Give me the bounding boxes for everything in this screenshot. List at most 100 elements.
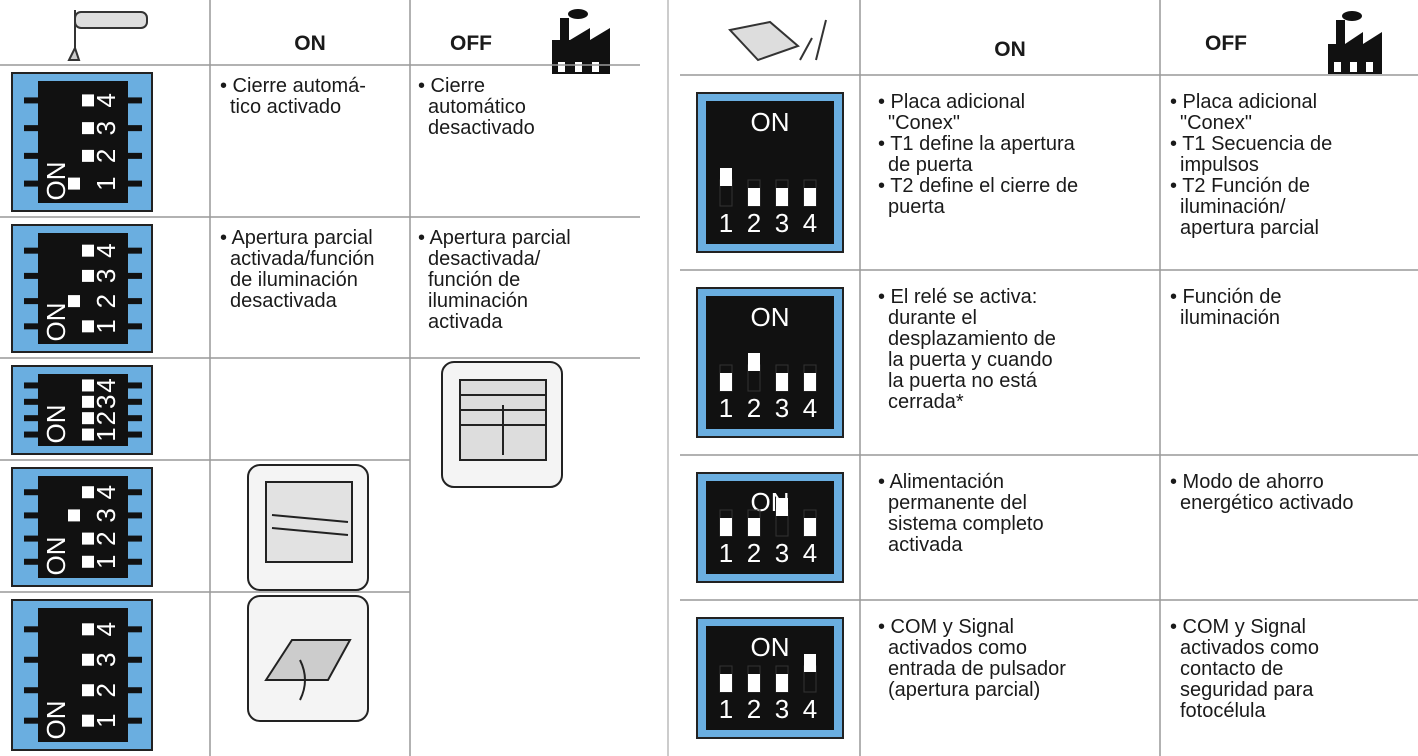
dip-lever	[82, 149, 94, 162]
dip-on-label: ON	[41, 162, 71, 201]
dip-lever	[748, 353, 760, 371]
dip-lever	[82, 94, 94, 107]
dip-number: 3	[775, 208, 789, 238]
dip-lever	[68, 295, 80, 308]
dip-number: 4	[803, 694, 817, 724]
cell-text: • Alimentación	[878, 471, 1004, 493]
dip-switch: 1 2 3 4 ON	[11, 224, 153, 353]
cell-text: apertura parcial	[1180, 217, 1319, 239]
dip-number: 1	[91, 713, 121, 727]
cell-text: • Placa adicional	[878, 91, 1025, 113]
cell-text: activados como	[1180, 637, 1319, 659]
dip-pin	[24, 558, 38, 565]
dip-pin	[128, 247, 142, 254]
dip-switch: ON1 2 3 4	[696, 472, 844, 583]
dip-lever	[776, 373, 788, 391]
dip-pin	[24, 180, 38, 187]
cell-text: • Apertura parcial	[418, 227, 571, 249]
dip-pin	[128, 125, 142, 132]
dip-lever	[804, 518, 816, 536]
dip-switch: ON1 2 3 4	[696, 92, 844, 253]
dip-switch: 1 2 3 4 ON	[11, 467, 153, 587]
dip-pin	[128, 272, 142, 279]
dip-lever	[748, 518, 760, 536]
dip-on-label: ON	[41, 537, 71, 576]
cell-text: • Función de	[1170, 286, 1282, 308]
cell-text: activada	[428, 311, 503, 333]
cell-text: función de	[428, 269, 520, 291]
header-on: ON	[294, 32, 326, 55]
dip-pin	[24, 656, 38, 663]
dip-lever	[82, 320, 94, 333]
dip-lever	[82, 532, 94, 545]
dip-number: 3	[91, 508, 121, 522]
dip-on-label: ON	[41, 701, 71, 740]
dip-pin	[24, 125, 38, 132]
dip-number: 1	[719, 208, 733, 238]
cell-text: durante el	[888, 307, 977, 329]
cell-text: • T1 define la apertura	[878, 133, 1076, 155]
dip-number: 4	[803, 208, 817, 238]
dip-on-label: ON	[41, 405, 71, 444]
cell-text: • T2 define el cierre de	[878, 175, 1078, 197]
opener-icon-left	[67, 10, 148, 61]
cell-text: permanente del	[888, 492, 1027, 514]
dip-pin	[128, 298, 142, 305]
dip-pin	[128, 415, 142, 422]
cell-text: sistema completo	[888, 513, 1044, 535]
dip-lever	[82, 269, 94, 282]
dip-lever	[776, 498, 788, 516]
dip-lever	[804, 654, 816, 672]
dip-lever	[82, 412, 94, 425]
dip-number: 3	[91, 653, 121, 667]
dip-lever	[82, 684, 94, 697]
cell-text: la puerta y cuando	[888, 349, 1053, 371]
dip-pin	[128, 687, 142, 694]
cell-text: contacto de	[1180, 658, 1283, 680]
dip-switch: 1 2 3 4 ON	[11, 365, 153, 455]
header-on: ON	[994, 38, 1026, 61]
dip-number: 2	[91, 411, 121, 425]
dip-number: 3	[91, 121, 121, 135]
cell-text: iluminación/	[1180, 196, 1286, 218]
dip-lever	[776, 674, 788, 692]
garage-door-sliding	[247, 464, 369, 591]
dip-on-label: ON	[41, 303, 71, 342]
dip-on-label: ON	[751, 632, 790, 662]
dip-number: 3	[775, 393, 789, 423]
dip-pin	[128, 535, 142, 542]
dip-lever	[720, 373, 732, 391]
dip-pin	[24, 535, 38, 542]
cell-text: tico activado	[230, 96, 341, 118]
cell-text: automático	[428, 96, 526, 118]
cell-text: "Conex"	[1180, 112, 1252, 134]
cell-text: (apertura parcial)	[888, 679, 1040, 701]
dip-switch: 1 2 3 4 ON	[11, 72, 153, 212]
dip-pin	[128, 558, 142, 565]
cell-text: • T2 Función de	[1170, 175, 1310, 197]
cell-text: activados como	[888, 637, 1027, 659]
dip-lever	[68, 509, 80, 522]
dip-pin	[128, 626, 142, 633]
factory-icon-right	[1328, 11, 1382, 74]
dip-number: 4	[91, 622, 121, 636]
dip-pin	[24, 415, 38, 422]
dip-number: 2	[747, 393, 761, 423]
cell-text: • COM y Signal	[878, 616, 1014, 638]
dip-pin	[24, 431, 38, 438]
dip-pin	[128, 656, 142, 663]
dip-lever	[720, 168, 732, 186]
cell-text: • Cierre	[418, 75, 485, 97]
dip-lever	[82, 122, 94, 135]
dip-lever	[82, 555, 94, 568]
dip-lever	[68, 177, 80, 190]
dip-pin	[128, 717, 142, 724]
dip-number: 4	[91, 378, 121, 392]
dip-pin	[128, 512, 142, 519]
cell-text: iluminación	[428, 290, 528, 312]
cell-text: desactivada	[230, 290, 338, 312]
dip-lever	[748, 674, 760, 692]
dip-number: 1	[91, 427, 121, 441]
dip-number: 2	[747, 208, 761, 238]
